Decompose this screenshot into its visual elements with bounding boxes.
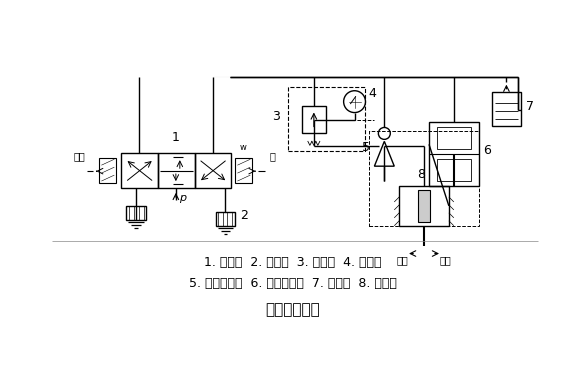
Circle shape [379,128,390,139]
Text: 6: 6 [484,144,491,157]
Text: 松開: 松開 [74,151,86,161]
Text: 5: 5 [362,141,370,154]
Bar [288,87,366,151]
Text: 1. 换向阀  2. 消声器  3. 减压阀  4. 压力表: 1. 换向阀 2. 消声器 3. 减压阀 4. 压力表 [204,256,382,269]
Bar [195,153,231,188]
Polygon shape [375,141,394,166]
Text: 緊: 緊 [269,151,275,161]
Text: 1: 1 [172,131,180,144]
Bar [122,153,158,188]
Text: 夿具系统回路: 夿具系统回路 [266,303,321,318]
Text: 4: 4 [369,87,376,100]
Text: 5. 快速放气鄀  6. 气液增压器  7. 儲油器  8. 液压缸: 5. 快速放气鄀 6. 气液增压器 7. 儲油器 8. 液压缸 [189,277,397,290]
Bar [302,106,326,133]
Bar [215,212,235,226]
Bar [399,186,449,226]
Bar [437,128,471,149]
Text: 8: 8 [417,168,425,181]
Bar [491,92,521,126]
Bar [235,158,252,183]
Text: 3: 3 [272,109,280,123]
Bar [126,206,146,220]
Text: 松開: 松開 [440,256,452,266]
Bar [99,158,116,183]
Bar [418,190,430,222]
Bar [429,122,478,186]
Text: w: w [240,143,247,152]
Bar [369,131,478,226]
Circle shape [343,91,366,112]
Text: 7: 7 [527,99,534,113]
Bar [158,153,195,188]
Bar [437,159,471,181]
Text: p: p [179,193,186,203]
Text: 卡緊: 卡緊 [396,256,408,266]
Text: 2: 2 [241,209,248,222]
